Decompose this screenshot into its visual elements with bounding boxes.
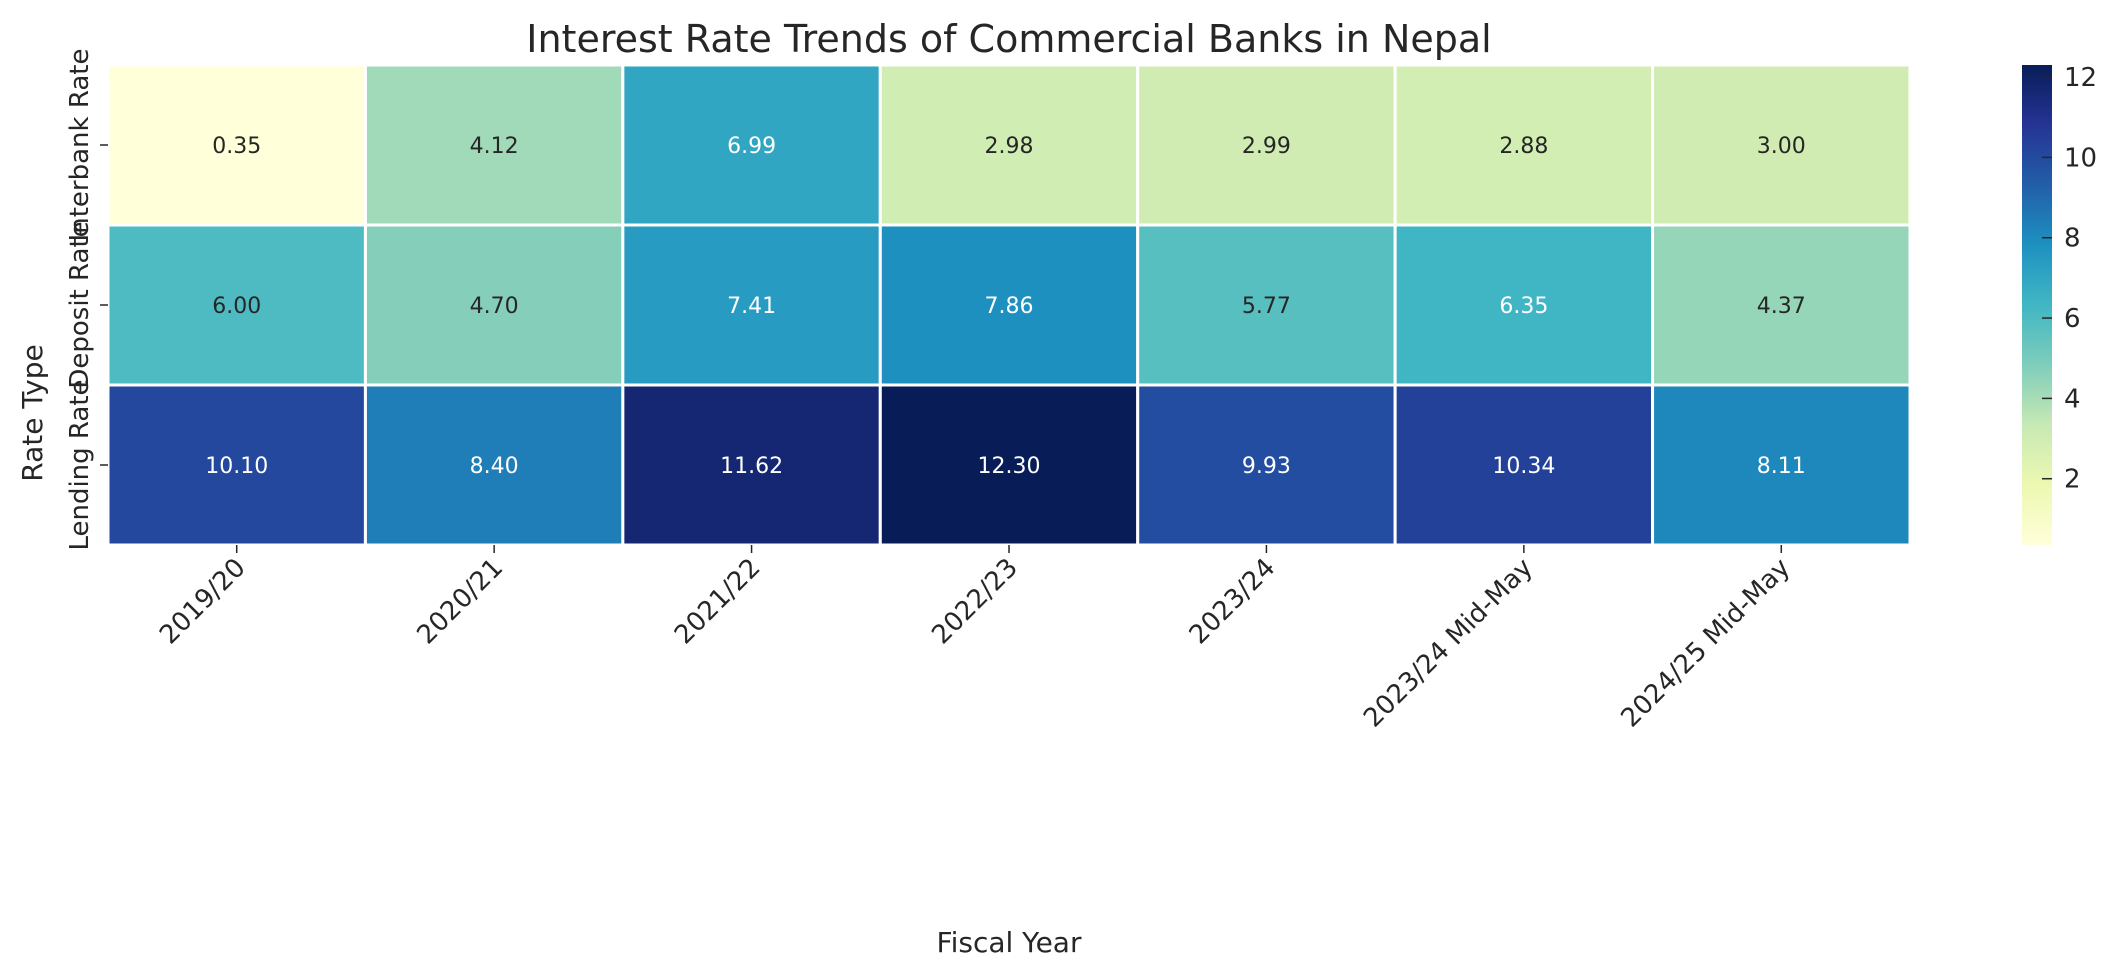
x-tick-label: 2019/20 [154,553,252,651]
colorbar-tick-label: 8 [2064,224,2081,254]
heatmap-cell [363,63,625,227]
cell-value-label: 6.35 [1499,294,1548,319]
colorbar-tick-label: 10 [2064,143,2097,173]
cell-value-label: 6.99 [727,134,776,159]
cell-value-label: 12.30 [978,454,1041,479]
x-axis-label: Fiscal Year [937,926,1082,959]
x-tick-label: 2021/22 [669,553,767,651]
y-tick-label: Deposit Rate [65,221,95,388]
cell-value-label: 6.00 [212,294,261,319]
heatmap-cell [1393,63,1655,227]
heatmap-cell [1136,223,1397,387]
cell-value-label: 2.88 [1499,134,1548,159]
cell-value-label: 3.00 [1757,134,1806,159]
cell-value-label: 5.77 [1242,294,1291,319]
heatmap-cell [621,383,882,547]
cell-value-label: 9.93 [1242,454,1291,479]
cell-value-label: 10.34 [1492,454,1555,479]
colorbar: 2 4 6 8 10 12 [2022,63,2097,545]
heatmap-cell [878,63,1140,227]
heatmap-cells: 0.35 4.12 6.99 2.98 2.99 2.88 3.00 6.00 4.70 7.41… [106,63,1912,547]
cell-value-label: 4.37 [1757,294,1806,319]
chart-title: Interest Rate Trends of Commercial Banks… [526,17,1491,61]
heatmap-cell [1393,383,1655,547]
colorbar-tick-label: 2 [2064,465,2081,495]
cell-value-label: 11.62 [720,454,783,479]
heatmap-cell [621,223,882,387]
heatmap-cell [1651,223,1912,387]
x-axis: 2019/20 2020/21 2021/22 2022/23 2023/24 2023/… [154,545,1796,733]
heatmap-cell [621,63,882,227]
cell-value-label: 0.35 [212,134,261,159]
colorbar-tick-label: 6 [2064,304,2081,334]
x-tick-label: 2023/24 Mid-May [1358,553,1539,734]
cell-value-label: 2.98 [985,134,1034,159]
heatmap-cell [878,383,1140,547]
colorbar-tick-label: 4 [2064,384,2081,414]
heatmap-cell [106,63,367,227]
cell-value-label: 2.99 [1242,134,1291,159]
colorbar-tick-label: 12 [2064,63,2097,93]
cell-value-label: 7.86 [985,294,1034,319]
x-tick-label: 2022/23 [926,553,1024,651]
x-tick-label: 2020/21 [412,553,510,651]
cell-value-label: 8.11 [1757,454,1806,479]
colorbar-gradient [2022,65,2052,545]
x-tick-label: 2024/25 Mid-May [1616,553,1797,734]
y-axis-label: Rate Type [16,344,49,481]
heatmap-cell [1651,383,1912,547]
cell-value-label: 4.70 [470,294,519,319]
cell-value-label: 7.41 [727,294,776,319]
x-tick-label: 2023/24 [1184,553,1282,651]
heatmap-cell [363,383,625,547]
cell-value-label: 8.40 [470,454,519,479]
y-tick-label: Interbank Rate [65,49,95,242]
y-tick-label: Lending Rate [65,379,95,550]
heatmap-cell [1136,383,1397,547]
cell-value-label: 10.10 [205,454,268,479]
cell-value-label: 4.12 [470,134,519,159]
